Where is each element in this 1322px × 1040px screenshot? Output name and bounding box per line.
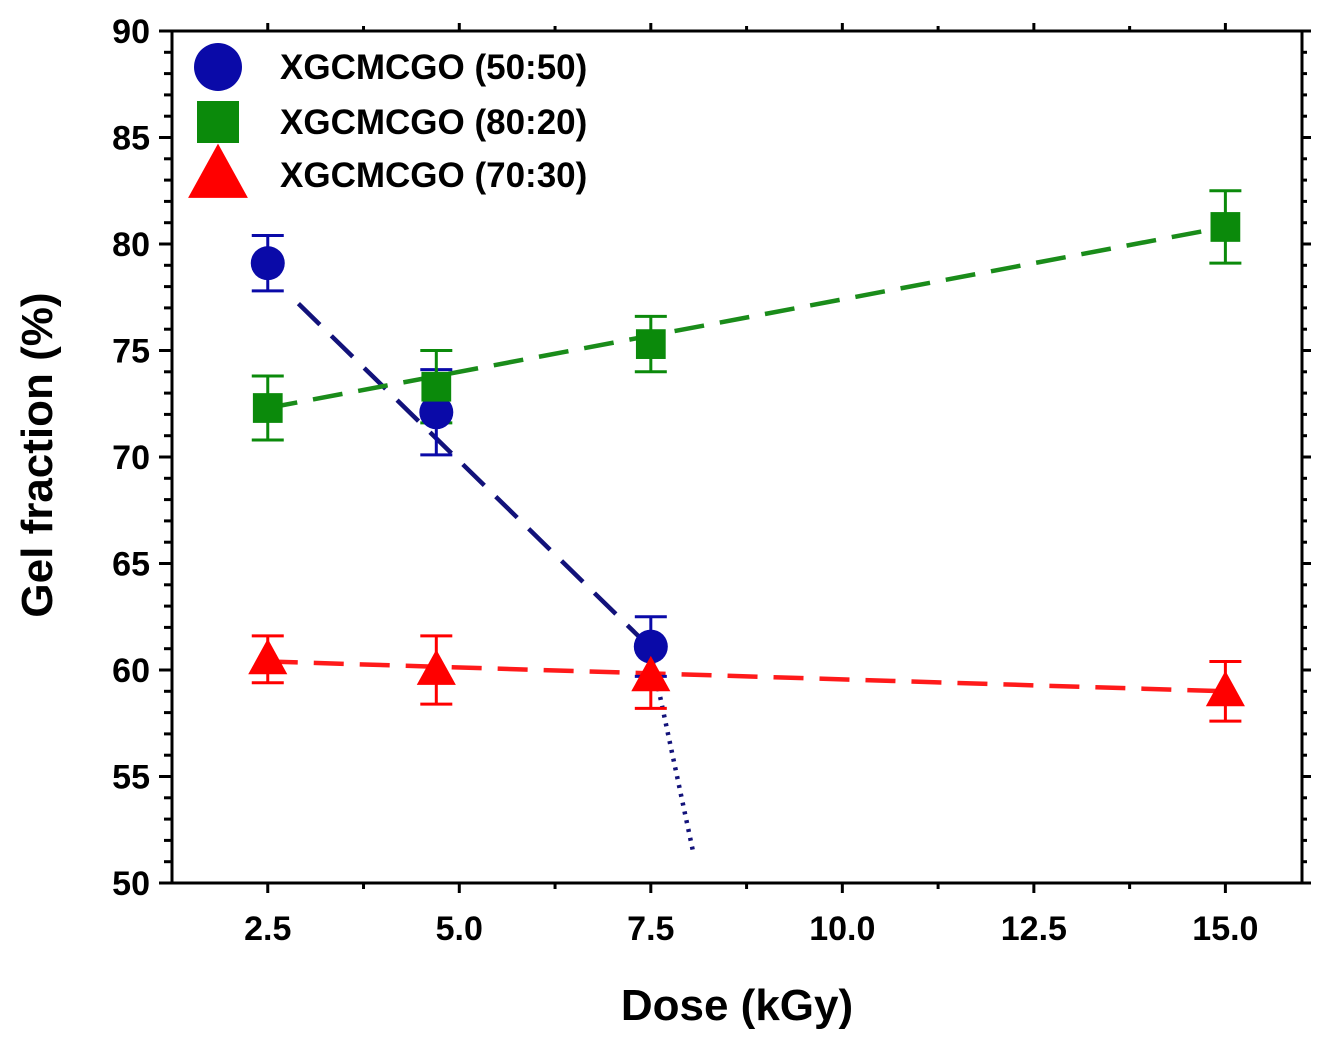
y-axis-title: Gel fraction (%) [13,292,62,617]
y-tick-label: 90 [112,13,150,51]
error-bars [251,189,1242,723]
legend-marker-triangle [188,143,248,198]
data-point-square [635,329,666,359]
legend-marker-circle [194,43,242,91]
axes: 2.5 5.0 7.5 10.0 12.5 15.0 50 55 60 65 70 75 80 85 90 [112,13,1311,948]
data-point-triangle [248,638,288,675]
data-point-triangle [1205,670,1245,707]
y-tick-label: 50 [112,865,150,903]
legend-label: XGCMCGO (50:50) [280,48,587,87]
data-point-square [421,371,452,402]
data-point-square [252,393,283,423]
x-tick-label: 2.5 [244,910,291,948]
data-point-triangle [631,655,671,692]
x-tick-label: 12.5 [1001,910,1067,948]
legend: XGCMCGO (50:50) XGCMCGO (80:20) XGCMCGO (7… [188,43,587,198]
y-tick-label: 80 [112,226,150,264]
x-tick-label: 5.0 [436,910,483,948]
legend-label: XGCMCGO (80:20) [280,103,587,142]
data-point-circle [633,629,668,664]
data-point-square [1210,212,1241,242]
legend-label: XGCMCGO (70:30) [280,156,587,195]
y-tick-label: 70 [112,439,150,477]
data-point-circle [419,395,454,430]
fit-line-dotted-series-0 [648,652,696,852]
x-tick-label: 15.0 [1192,910,1258,948]
y-tick-label: 65 [112,546,150,584]
y-tick-label: 75 [112,333,150,371]
x-tick-label: 10.0 [809,910,875,948]
data-point-triangle [416,649,456,685]
fit-lines [267,224,1226,852]
fit-line-dashed-series-0 [296,302,649,647]
y-tick-label: 55 [112,759,150,797]
y-tick-label: 60 [112,652,150,690]
fit-line-dashed-series-1 [267,224,1226,411]
fit-line-dashed-series-2 [267,659,1226,694]
data-point-circle [250,246,285,281]
x-axis-title: Dose (kGy) [621,981,853,1030]
data-markers [248,212,1245,707]
y-tick-label: 85 [112,120,150,158]
x-tick-label: 7.5 [627,910,674,948]
legend-marker-square [197,101,239,143]
